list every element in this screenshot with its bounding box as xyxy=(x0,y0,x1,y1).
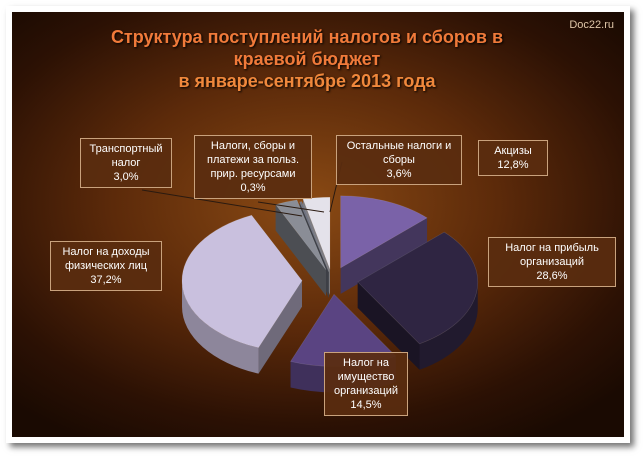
pie-slice-6 xyxy=(299,201,330,272)
leader-line xyxy=(141,189,303,217)
slice-percent: 0,3% xyxy=(240,182,266,194)
slice-label-text: физических лиц xyxy=(64,260,148,272)
chart-title: Структура поступлений налогов и сборов в… xyxy=(12,26,602,92)
slice-label-text: налог xyxy=(111,157,141,169)
slice-label-2: Налог на прибыль организаций 28,6% xyxy=(488,237,616,287)
title-line-2: краевой бюджет xyxy=(233,49,381,69)
slice-label-text: организаций xyxy=(333,385,399,397)
title-line-1: Структура поступлений налогов и сборов в xyxy=(110,27,504,47)
slice-label-text: имущество xyxy=(337,371,395,383)
slice-percent: 12,8% xyxy=(497,159,529,171)
slice-percent: 3,6% xyxy=(386,168,412,180)
slice-label-4: Налог на доходы физических лиц 37,2% xyxy=(50,241,162,291)
slice-label-3: Налог на имущество организаций 14,5% xyxy=(324,352,408,416)
title-line-3: в январе-сентябре 2013 года xyxy=(178,71,436,91)
slice-label-text: сборы xyxy=(383,154,415,166)
slice-label-text: организаций xyxy=(519,256,585,268)
pie-slice-1 xyxy=(340,195,428,269)
slice-label-text: Налоги, сборы и xyxy=(210,140,296,152)
pie-slice-2 xyxy=(357,231,479,345)
slice-percent: 14,5% xyxy=(350,399,382,411)
slice-label-text: Налог на доходы xyxy=(62,246,150,258)
chart-slide: Doc22.ru Структура поступлений налогов и… xyxy=(12,12,624,437)
pie-slice-4 xyxy=(181,214,303,349)
slice-percent: 28,6% xyxy=(536,270,568,282)
slice-label-text: платежи за польз. xyxy=(206,154,300,166)
pie-slice-side xyxy=(340,217,428,294)
pie-slice-7 xyxy=(302,196,331,270)
slice-label-text: Налог на xyxy=(343,357,389,369)
slice-label-1: Акцизы 12,8% xyxy=(478,140,548,176)
watermark: Doc22.ru xyxy=(569,19,614,31)
leader-line xyxy=(257,201,325,213)
slice-label-5: Транспортный налог 3,0% xyxy=(80,138,172,188)
slice-label-text: Акцизы xyxy=(494,145,532,157)
slice-label-text: Остальные налоги и xyxy=(346,140,452,152)
slice-label-text: Налог на прибыль xyxy=(505,242,599,254)
slice-percent: 3,0% xyxy=(113,171,139,183)
slice-label-text: Транспортный xyxy=(89,143,163,155)
slice-label-6: Налоги, сборы и платежи за польз. прир. ре… xyxy=(194,135,312,199)
slice-label-text: прир. ресурсами xyxy=(210,168,296,180)
slice-label-7: Остальные налоги и сборы 3,6% xyxy=(336,135,462,185)
slide-frame: Doc22.ru Структура поступлений налогов и… xyxy=(6,6,630,443)
slice-percent: 37,2% xyxy=(90,274,122,286)
pie-chart xyxy=(141,161,479,393)
